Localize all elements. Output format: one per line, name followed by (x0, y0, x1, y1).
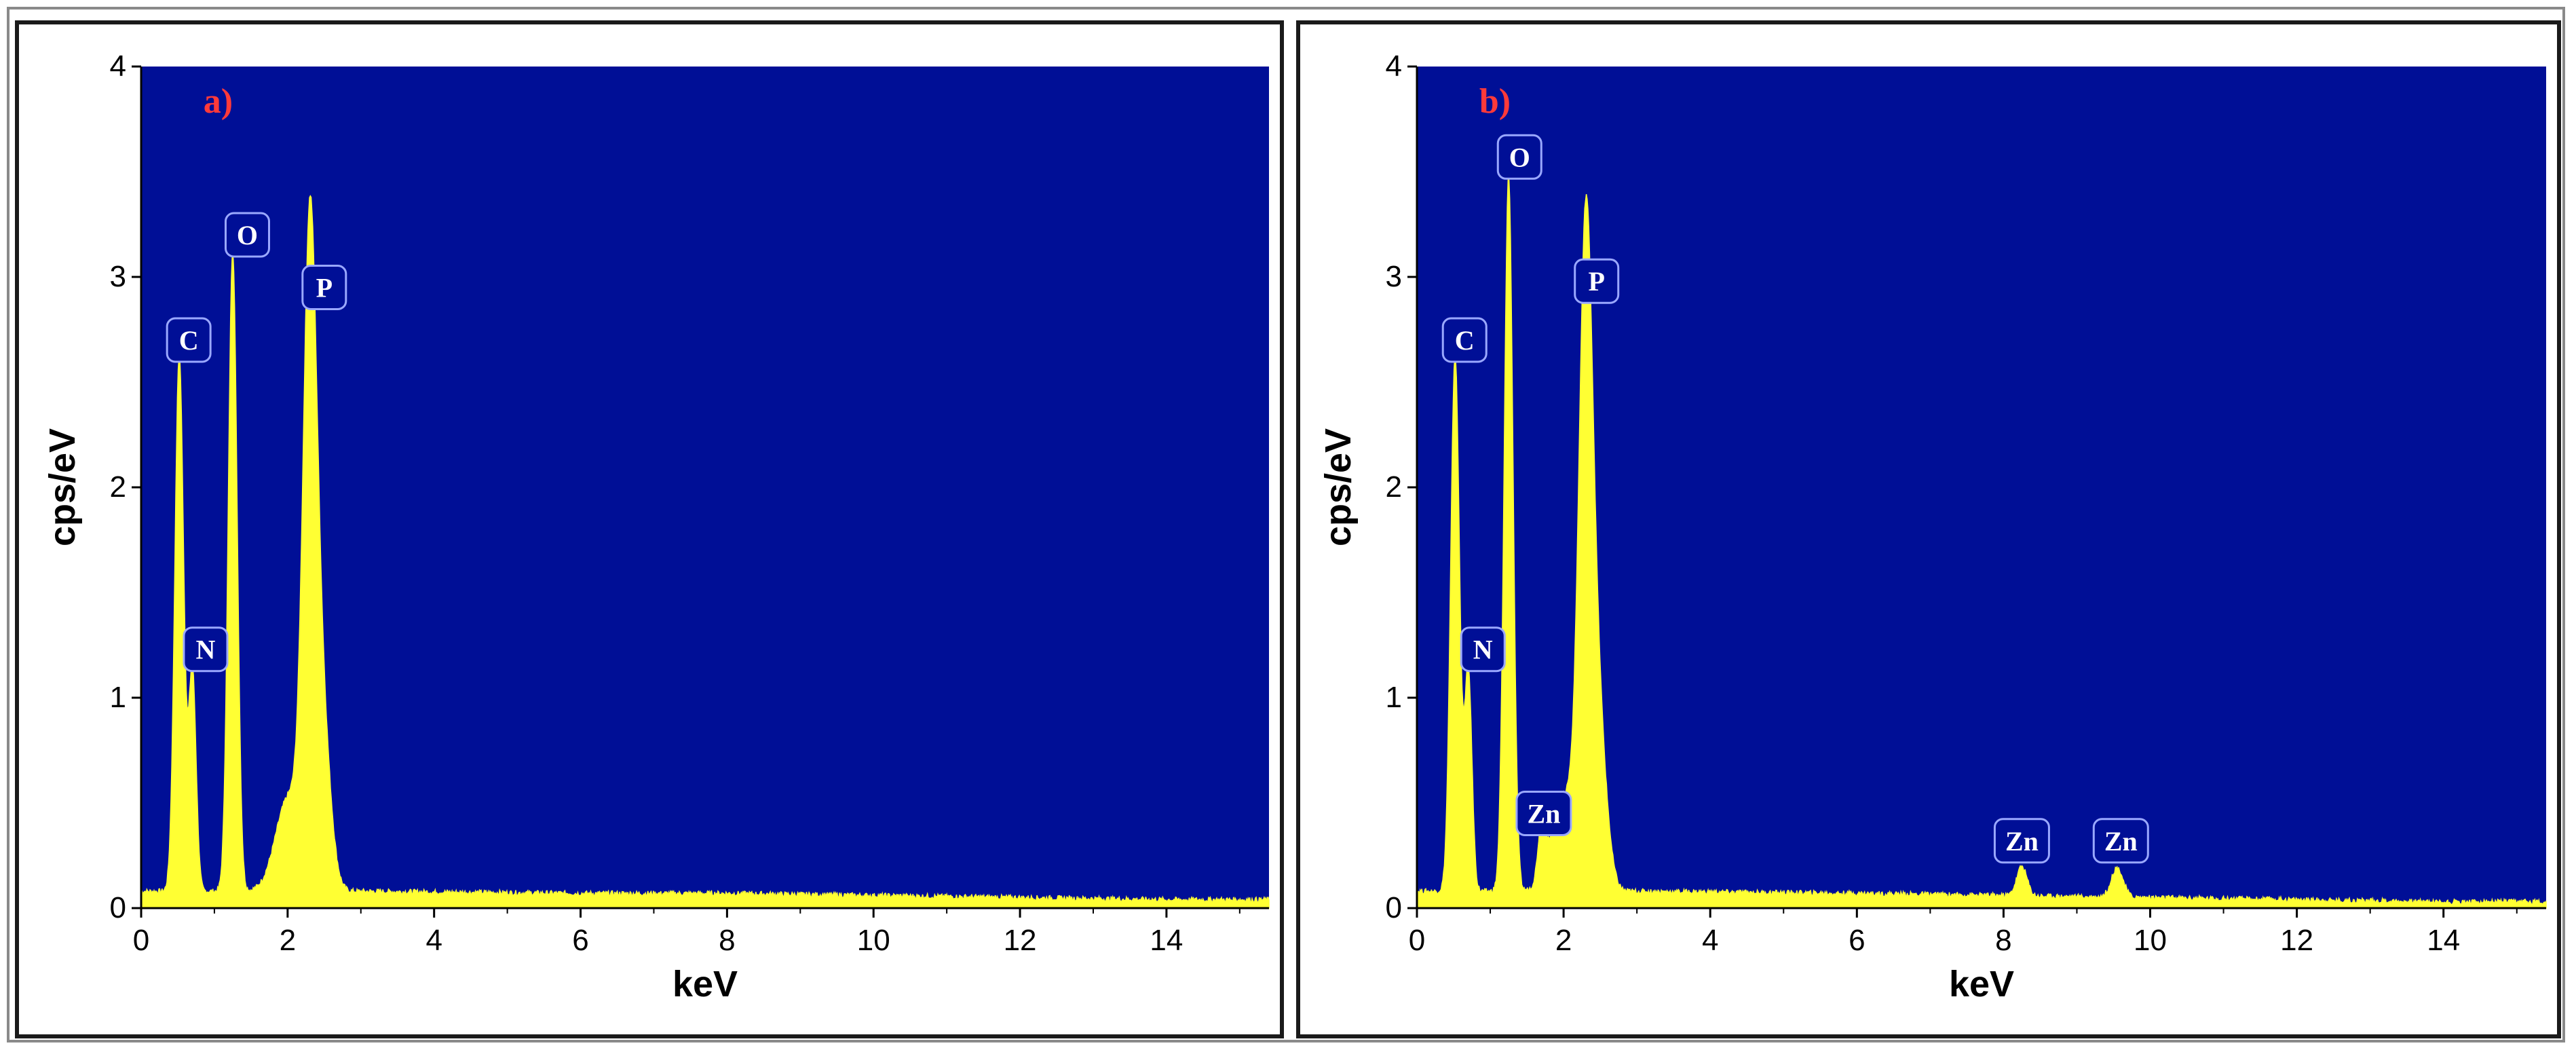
peak-label-c: C (1441, 317, 1488, 363)
peak-label-zn: Zn (2092, 818, 2149, 864)
y-tick-label: 4 (110, 50, 126, 83)
y-tick-label: 1 (1386, 681, 1402, 714)
y-tick-label: 1 (110, 681, 126, 714)
peak-label-text: N (1473, 635, 1493, 665)
x-tick-label: 6 (1849, 924, 1865, 957)
peak-label-text: C (1455, 325, 1475, 356)
chart-panel-a: 0 2 4 6 8 10 12 14 0 1 2 3 4 keV cps/eV a) C N O P (15, 20, 1284, 1038)
peak-label-text: Zn (2104, 826, 2138, 857)
peak-label-c: C (166, 317, 212, 363)
peak-label-n: N (183, 626, 229, 673)
y-tick-label: 0 (110, 891, 126, 924)
peak-label-badge (224, 212, 270, 258)
x-tick-label: 14 (1150, 924, 1183, 957)
x-axis-title: keV (673, 964, 738, 1004)
peak-label-text: O (237, 220, 258, 250)
peak-label-text: O (1509, 142, 1530, 172)
x-tick-label: 2 (280, 924, 296, 957)
y-tick-label: 2 (1386, 470, 1402, 504)
peak-label-badge (183, 626, 229, 673)
peak-label-text: P (1589, 266, 1605, 297)
peak-label-text: Zn (2005, 826, 2039, 857)
x-tick-label: 10 (2134, 924, 2167, 957)
x-tick-label: 14 (2427, 924, 2460, 957)
x-tick-label: 12 (1004, 924, 1037, 957)
figure-frame (7, 7, 2565, 1042)
peak-label-text: Zn (1527, 799, 1560, 829)
y-tick-label: 3 (1386, 260, 1402, 293)
x-tick-label: 8 (1995, 924, 2011, 957)
peak-label-badge (1460, 626, 1506, 673)
peak-label-badge (1574, 258, 1620, 304)
x-axis-title: keV (1949, 964, 2014, 1004)
x-tick-label: 8 (719, 924, 735, 957)
peak-label-o: O (1496, 134, 1542, 180)
spectrum-trace (140, 195, 1270, 909)
y-tick-label: 3 (110, 260, 126, 293)
chart-panel-b: 0 2 4 6 8 10 12 14 0 1 2 3 4 keV cps/eV b) C N O P Zn Zn Zn (1296, 20, 2561, 1038)
x-tick-label: 10 (857, 924, 890, 957)
spectrum-trace (1416, 177, 2547, 909)
peak-label-p: P (1574, 258, 1620, 304)
peak-label-zn: Zn (1993, 818, 2050, 864)
peak-label-badge (2092, 818, 2149, 864)
peak-label-badge (1441, 317, 1488, 363)
x-tick-label: 0 (133, 924, 149, 957)
peak-label-text: P (316, 273, 333, 303)
y-tick-label: 2 (110, 470, 126, 504)
peak-label-text: N (196, 635, 216, 665)
peak-label-badge (301, 265, 347, 310)
x-tick-label: 4 (425, 924, 442, 957)
panel-label: b) (1479, 82, 1511, 121)
y-axis-title: cps/eV (42, 428, 83, 546)
x-tick-label: 2 (1555, 924, 1572, 957)
peak-label-text: C (179, 325, 199, 356)
peak-label-badge (1515, 791, 1572, 836)
peak-label-n: N (1460, 626, 1506, 673)
peak-label-badge (1496, 134, 1542, 180)
x-tick-label: 6 (572, 924, 588, 957)
y-tick-label: 0 (1386, 891, 1402, 924)
peak-label-p: P (301, 265, 347, 310)
peak-label-zn: Zn (1515, 791, 1572, 836)
x-tick-label: 12 (2280, 924, 2313, 957)
peak-label-badge (1993, 818, 2050, 864)
peak-label-badge (166, 317, 212, 363)
y-axis-title: cps/eV (1318, 428, 1359, 546)
x-tick-label: 4 (1702, 924, 1718, 957)
y-tick-label: 4 (1386, 50, 1402, 83)
peak-label-o: O (224, 212, 270, 258)
panel-label: a) (204, 82, 233, 121)
x-tick-label: 0 (1409, 924, 1425, 957)
